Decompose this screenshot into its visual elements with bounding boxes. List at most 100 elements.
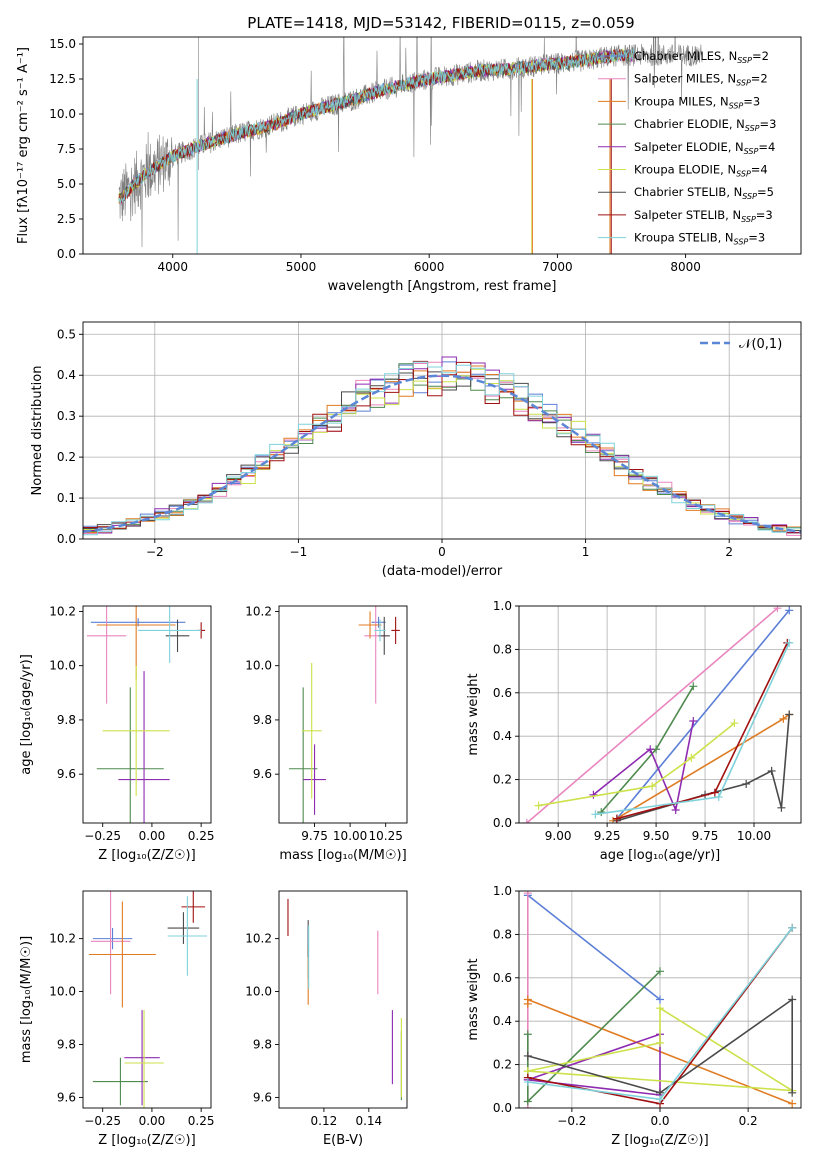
y-axis-label: Flux [fλ10⁻¹⁷ erg cm⁻² s⁻¹ A⁻¹] — [16, 47, 31, 244]
weight-marker — [710, 788, 719, 797]
y-tick-label: 5.0 — [57, 177, 76, 191]
weight-marker — [785, 606, 794, 615]
weight-marker — [612, 814, 621, 823]
weight-line — [527, 894, 661, 1001]
residual-histogram — [83, 361, 801, 536]
y-axis-label: mass weight — [466, 673, 481, 755]
legend-label: Kroupa ELODIE, NSSP=4 — [634, 163, 768, 179]
weight-marker — [788, 995, 797, 1004]
axes-frame — [518, 605, 802, 824]
legend-nssp-prefix: , N — [713, 94, 729, 108]
model-spectrum-line — [118, 48, 635, 204]
x-tick-label: 9.75 — [301, 829, 328, 843]
weight-marker — [522, 819, 531, 823]
y-tick-label: 9.6 — [253, 767, 272, 781]
legend-nssp-value: =3 — [760, 117, 777, 131]
weight-marker — [523, 995, 532, 1004]
y-tick-label: 10.0 — [245, 659, 272, 673]
legend-label: Salpeter MILES, NSSP=2 — [634, 72, 768, 88]
spectrum-panel: 4000 5000 6000 7000 8000 0.0 2.5 5.0 7.5 10.0 12.5… — [16, 14, 802, 294]
y-tick-label: 15.0 — [49, 37, 76, 51]
legend-nssp-prefix: , N — [720, 163, 736, 177]
y-tick-label: 10.2 — [49, 604, 76, 618]
weight_vs_Z-panel: −0.2 0.0 0.2 0.0 0.2 0.4 0.6 0.8 1.0 Z [log₁₀(Z/Z… — [466, 884, 802, 1148]
residual-histogram — [83, 360, 801, 534]
weight-marker — [597, 808, 606, 817]
x-axis-label: (data-model)/error — [382, 564, 503, 579]
legend-nssp-value: =3 — [748, 231, 765, 245]
weight-marker — [767, 766, 776, 775]
x-tick-label: 9.50 — [643, 829, 670, 843]
weight-marker — [714, 792, 723, 801]
x-tick-label: 7000 — [542, 260, 573, 274]
y-tick-label: 0.8 — [493, 642, 512, 656]
legend-nssp-sub: SSP — [745, 124, 760, 133]
x-tick-label: 9.25 — [594, 829, 621, 843]
y-tick-label: 1.0 — [493, 599, 512, 613]
weight-marker — [656, 1004, 664, 1013]
age_vs_mass-plot-area — [288, 606, 400, 823]
x-tick-label: −0.25 — [84, 1114, 121, 1128]
x-tick-label: 0.25 — [188, 829, 215, 843]
gaussian-curve — [83, 374, 801, 534]
legend-series-name: Kroupa STELIB — [634, 231, 718, 245]
weight-marker — [589, 790, 598, 799]
x-axis-label: Z [log₁₀(Z/Z☉)] — [611, 1133, 708, 1148]
legend-series-name: Kroupa ELODIE — [634, 163, 720, 177]
y-axis-label: Normed distribution — [30, 366, 45, 496]
y-tick-label: 0.2 — [493, 773, 512, 787]
y-tick-label: 0.0 — [57, 247, 76, 261]
weight-marker — [656, 995, 664, 1004]
legend-nssp-value: =5 — [757, 185, 774, 199]
weight-marker — [689, 682, 698, 691]
x-tick-label: 0 — [438, 545, 446, 559]
y-tick-label: 0.5 — [57, 327, 76, 341]
legend-nssp-value: =4 — [758, 140, 775, 154]
x-tick-label: 10.00 — [333, 829, 367, 843]
x-tick-label: 8000 — [670, 260, 701, 274]
legend-series-name: Salpeter MILES — [634, 72, 720, 86]
x-tick-label: −1 — [290, 545, 308, 559]
y-tick-label: 9.6 — [57, 767, 76, 781]
axes-frame — [278, 890, 408, 1109]
legend-nssp-sub: SSP — [744, 147, 759, 156]
legend-nssp-value: =4 — [751, 163, 768, 177]
legend-nssp-prefix: , N — [729, 117, 745, 131]
legend-series-name: Salpeter ELODIE — [634, 140, 728, 154]
x-axis-label: wavelength [Angstrom, rest frame] — [328, 279, 557, 294]
weight-marker — [785, 638, 794, 647]
y-tick-label: 9.8 — [57, 1037, 76, 1051]
residuals-plot-area — [83, 322, 801, 539]
x-tick-label: 2 — [725, 545, 733, 559]
legend-nssp-value: =3 — [756, 208, 773, 222]
axes-frame — [278, 605, 408, 824]
y-tick-label: 0.0 — [493, 816, 512, 830]
x-tick-label: 5000 — [286, 260, 317, 274]
x-tick-label: 0.00 — [139, 829, 166, 843]
weight-marker — [687, 753, 696, 762]
legend-nssp-prefix: , N — [721, 49, 737, 63]
legend-label: Chabrier ELODIE, NSSP=3 — [634, 117, 776, 133]
axes-frame — [82, 605, 212, 824]
legend-nssp-sub: SSP — [737, 56, 752, 65]
y-tick-label: 9.6 — [57, 1090, 76, 1104]
weight-line — [527, 997, 793, 1094]
legend-label: Kroupa MILES, NSSP=3 — [634, 94, 760, 110]
legend-nssp-value: =3 — [743, 94, 760, 108]
age_vs_mass-panel: 9.75 10.00 10.25 9.6 9.8 10.0 10.2 mass [log₁₀(… — [245, 604, 408, 863]
weight-marker — [646, 745, 655, 754]
legend-nssp-sub: SSP — [736, 170, 751, 179]
y-axis-label: age [log₁₀(age/yr)] — [19, 654, 34, 775]
y-tick-label: 0.2 — [493, 1058, 512, 1072]
legend-series-name: Salpeter STELIB — [634, 208, 725, 222]
weight-line — [616, 609, 790, 820]
residuals-panel: −2 −1 0 1 2 0.0 0.1 0.2 0.3 0.4 0.5 (data-model)/er… — [30, 321, 802, 579]
x-tick-label: 1 — [582, 545, 590, 559]
weight-marker — [779, 714, 788, 723]
legend-label: Salpeter STELIB, NSSP=3 — [634, 208, 773, 224]
legend-nssp-prefix: , N — [718, 231, 734, 245]
x-tick-label: 0.00 — [139, 1114, 166, 1128]
legend-nssp-value: =2 — [751, 72, 768, 86]
model-spectrum-line — [118, 49, 635, 204]
